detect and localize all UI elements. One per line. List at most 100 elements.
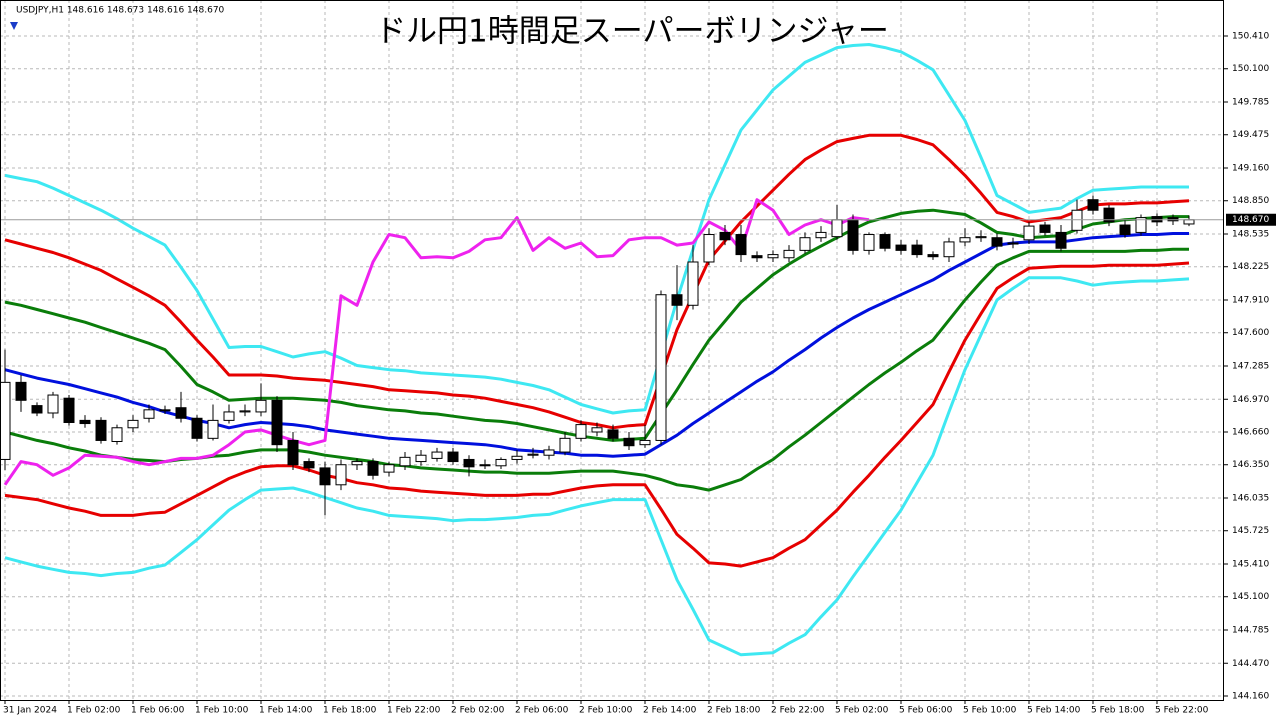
candle-body [303, 461, 315, 469]
candle-body [719, 231, 731, 241]
candle-body [639, 439, 651, 446]
candle-body [543, 449, 555, 456]
x-tick-label: 2 Feb 14:00 [643, 706, 697, 716]
candle-body [863, 234, 875, 251]
candle-body [1103, 207, 1115, 223]
candle-body [991, 237, 1003, 247]
candle-body [95, 419, 107, 441]
candle-body [159, 409, 171, 412]
candle-body [399, 456, 411, 467]
y-tick-label: 146.350 [1232, 460, 1269, 470]
band-line [4, 208, 1189, 442]
last-price-box [1226, 213, 1276, 226]
candle-body [607, 429, 619, 439]
candle-body [783, 249, 795, 259]
y-tick-label: 145.725 [1232, 526, 1269, 536]
candle-body [911, 244, 923, 256]
candle-body [15, 381, 27, 401]
candle-body [335, 464, 347, 486]
candle-body [351, 461, 363, 466]
candle-body [799, 237, 811, 251]
y-tick-label: 144.470 [1232, 659, 1269, 669]
candle-body [575, 424, 587, 439]
y-tick-label: 146.660 [1232, 427, 1269, 437]
x-tick-label: 1 Feb 22:00 [387, 706, 441, 716]
candle-body [1183, 219, 1195, 225]
candle-body [463, 458, 475, 468]
x-tick-label: 5 Feb 06:00 [899, 706, 953, 716]
candle-body [591, 427, 603, 433]
candle-body [1135, 217, 1147, 233]
candle-body [1055, 231, 1067, 249]
candle-body [383, 464, 395, 473]
candle-body [79, 419, 91, 425]
y-tick-label: 147.285 [1232, 361, 1269, 371]
candle-body [1023, 225, 1035, 241]
y-tick-label: 148.535 [1232, 230, 1269, 240]
y-tick-label: 146.035 [1232, 493, 1269, 503]
x-tick-label: 5 Feb 10:00 [963, 706, 1017, 716]
candle-body [255, 399, 267, 413]
x-tick-label: 31 Jan 2024 [3, 706, 57, 716]
candle-body [495, 458, 507, 467]
candle-body [47, 394, 59, 414]
candle-body [687, 261, 699, 306]
y-tick-label: 149.785 [1232, 98, 1269, 108]
x-tick-label: 5 Feb 22:00 [1155, 706, 1209, 716]
candle-body [367, 461, 379, 476]
x-tick-label: 5 Feb 02:00 [835, 706, 889, 716]
candle-body [815, 231, 827, 239]
candle-body [847, 219, 859, 251]
candle-body [975, 236, 987, 239]
x-tick-label: 5 Feb 18:00 [1091, 706, 1145, 716]
y-tick-label: 144.785 [1232, 625, 1269, 635]
band-line [4, 276, 1190, 657]
candle-body [511, 455, 523, 460]
plot-area [0, 43, 1224, 657]
x-tick-label: 1 Feb 18:00 [323, 706, 377, 716]
candle-body [191, 417, 203, 439]
candle-body [735, 234, 747, 256]
x-tick-label: 1 Feb 10:00 [195, 706, 249, 716]
candle-body [143, 409, 155, 419]
last-price-label: 148.670 [1232, 215, 1269, 225]
plot-border [0, 0, 1224, 701]
candle-body [431, 451, 443, 459]
candle-body [559, 437, 571, 453]
candle-body [895, 244, 907, 251]
candle-body [751, 255, 763, 259]
x-tick-label: 2 Feb 10:00 [579, 706, 633, 716]
candle-body [623, 437, 635, 447]
indicator-arrow [10, 22, 18, 30]
y-tick-label: 149.475 [1232, 130, 1269, 140]
candle-body [319, 467, 331, 486]
symbol-header: USDJPY,H1 148.616 148.673 148.616 148.67… [16, 6, 225, 16]
x-tick-label: 2 Feb 06:00 [515, 706, 569, 716]
candle-body [271, 399, 283, 446]
y-tick-label: 150.410 [1232, 32, 1269, 42]
axes: 150.410 150.100 149.785 149.475 149.160 148.8… [3, 32, 1276, 716]
candle-body [223, 411, 235, 421]
x-tick-label: 1 Feb 06:00 [131, 706, 185, 716]
candle-body [207, 419, 219, 439]
candle-body [415, 454, 427, 463]
y-tick-label: 150.100 [1232, 64, 1269, 74]
x-tick-label: 1 Feb 14:00 [259, 706, 313, 716]
candle-body [831, 219, 843, 238]
candle-body [239, 410, 251, 413]
y-tick-label: 147.600 [1232, 328, 1269, 338]
candle-body [1119, 224, 1131, 236]
candle-body [127, 419, 139, 429]
y-tick-label: 148.850 [1232, 196, 1269, 206]
candle-body [1167, 217, 1179, 222]
candle-body [703, 234, 715, 263]
y-tick-label: 149.160 [1232, 164, 1269, 174]
candle-body [767, 254, 779, 259]
candle-body [31, 405, 43, 414]
candle-body [447, 451, 459, 463]
candle-body [1007, 242, 1019, 245]
candle-body [175, 407, 187, 419]
x-tick-label: 5 Feb 14:00 [1027, 706, 1081, 716]
candle-body [927, 254, 939, 258]
